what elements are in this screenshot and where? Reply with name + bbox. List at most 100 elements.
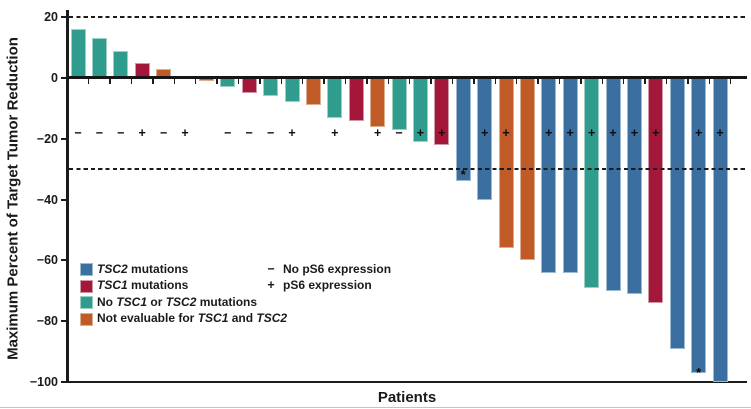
bar (584, 78, 600, 288)
ps6-sign: + (609, 125, 617, 140)
ps6-sign: − (395, 125, 403, 140)
ps6-sign: + (438, 125, 446, 140)
x-tick (301, 79, 304, 84)
x-tick (259, 79, 261, 84)
bar (305, 78, 321, 106)
ps6-sign: − (224, 125, 232, 140)
ps6-sign: + (331, 125, 339, 140)
ps6-sign: + (630, 125, 639, 140)
legend-text: or (147, 294, 166, 309)
gene-name: TSC2 (165, 294, 197, 309)
bar (691, 78, 707, 373)
ps6-sign: + (566, 125, 574, 140)
y-tick (60, 16, 67, 19)
ps6-sign: + (138, 125, 146, 140)
bar (391, 78, 407, 130)
bar (220, 78, 236, 88)
y-tick (60, 137, 67, 140)
x-tick (366, 79, 368, 84)
ps6-sign: + (373, 125, 382, 140)
bar (455, 78, 471, 182)
y-tick-label: 0 (51, 71, 58, 85)
bar (712, 78, 728, 382)
legend-label: TSC1 mutations (97, 278, 188, 292)
asterisk-marker: * (460, 167, 466, 183)
ps6-legend-label: pS6 expression (283, 278, 372, 293)
y-tick (60, 320, 67, 323)
bar (605, 78, 621, 291)
legend-swatch (80, 279, 93, 293)
x-tick (580, 79, 582, 84)
x-tick (408, 79, 411, 84)
zero-baseline (67, 76, 747, 80)
ps6-sign: + (587, 125, 596, 140)
bar (648, 78, 664, 303)
gene-name: TSC1 (116, 294, 148, 309)
x-tick (387, 79, 390, 84)
ps6-sign: + (288, 125, 296, 140)
gene-name: TSC2 (256, 311, 288, 326)
ps6-sign: + (652, 125, 660, 140)
x-tick (152, 79, 154, 84)
legend-text: Not evaluable for (97, 311, 198, 326)
y-axis-line (66, 10, 69, 383)
ps6-sign: + (716, 125, 724, 140)
x-tick (729, 79, 732, 84)
bar (91, 38, 107, 78)
legend-text: mutations (127, 261, 189, 276)
reference-dashed-line (68, 168, 746, 171)
ps6-legend-symbol: − (267, 261, 275, 276)
legend-swatch (80, 312, 93, 326)
x-tick (665, 79, 668, 84)
ps6-sign: + (694, 125, 703, 140)
y-tick (60, 77, 67, 79)
legend-label: TSC2 mutations (97, 262, 188, 276)
legend-label: No TSC1 or TSC2 mutations (97, 295, 257, 309)
ps6-sign: + (181, 125, 189, 140)
gene-name: TSC1 (197, 311, 229, 326)
bar (498, 78, 514, 249)
image-bottom-border (0, 407, 751, 409)
ps6-sign: − (245, 125, 253, 140)
asterisk-marker: * (696, 364, 702, 380)
x-tick (323, 79, 325, 84)
bar (113, 50, 129, 78)
legend-swatch (80, 263, 93, 276)
x-tick (344, 79, 347, 84)
ps6-sign: + (416, 125, 425, 140)
ps6-sign: − (117, 125, 125, 140)
x-tick (237, 79, 240, 84)
x-tick (216, 79, 218, 84)
legend-text: No (97, 294, 117, 309)
legend-text: and (228, 311, 257, 326)
x-tick (558, 79, 561, 84)
y-tick (60, 381, 67, 383)
y-tick-label: −80 (36, 314, 58, 329)
y-tick-label: −60 (36, 253, 58, 268)
ps6-sign: − (266, 125, 275, 140)
x-tick (87, 79, 90, 84)
x-tick (537, 79, 539, 84)
legend-text: mutations (196, 294, 258, 309)
x-tick (430, 79, 432, 84)
x-tick (622, 79, 625, 84)
gene-name: TSC2 (97, 261, 128, 276)
bar (626, 78, 642, 294)
bar (370, 78, 386, 127)
x-tick (601, 79, 604, 84)
legend-text: mutations (127, 278, 189, 293)
ps6-sign: + (480, 125, 489, 140)
x-tick (515, 79, 518, 84)
reference-dashed-line (68, 16, 746, 19)
x-tick (687, 79, 689, 84)
bar (327, 78, 343, 118)
x-tick (173, 79, 176, 84)
bar (284, 78, 300, 103)
y-tick (60, 259, 67, 262)
bar (241, 78, 257, 94)
ps6-sign: − (95, 125, 104, 140)
x-tick (130, 79, 133, 84)
ps6-sign: − (159, 125, 168, 140)
bar (263, 78, 279, 97)
